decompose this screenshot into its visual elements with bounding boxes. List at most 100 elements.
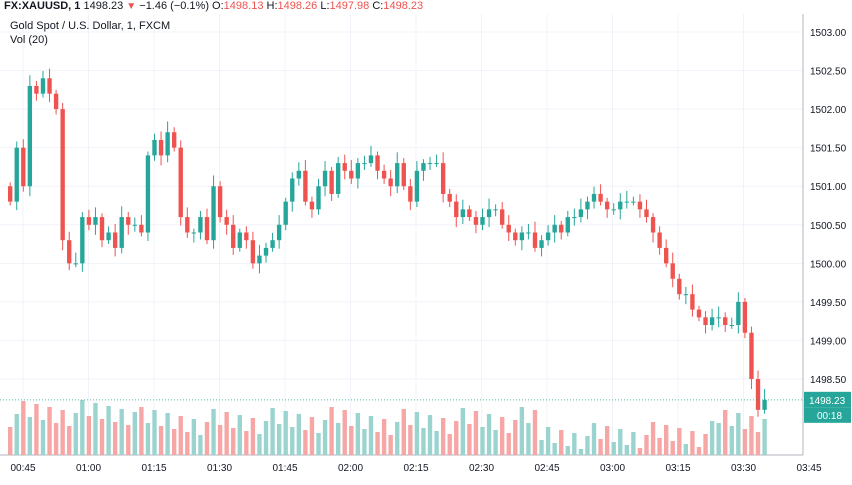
- candle-down: [690, 294, 695, 310]
- volume-bar-up: [191, 419, 197, 455]
- candle-down: [381, 170, 387, 179]
- volume-bar-down: [112, 422, 118, 455]
- volume-bar-down: [375, 432, 380, 455]
- candle-up: [624, 201, 629, 203]
- volume-bar-up: [145, 423, 151, 455]
- volume-bar-down: [342, 410, 347, 455]
- volume-bar-up: [362, 429, 367, 455]
- candle-up: [591, 193, 597, 202]
- volume-bar-up: [736, 413, 741, 455]
- high-value: 1498.26: [277, 0, 318, 12]
- volume-bar-up: [119, 409, 124, 455]
- volume-bar-up: [427, 415, 433, 455]
- candle-up: [729, 325, 734, 327]
- volume-bar-down: [349, 426, 354, 455]
- candle-down: [440, 163, 446, 194]
- candle-down: [598, 193, 603, 202]
- y-tick-label: 1499.00: [810, 336, 847, 347]
- volume-bar-down: [513, 420, 518, 455]
- volume-bar-down: [598, 439, 603, 455]
- candle-down: [67, 240, 72, 264]
- candle-down: [703, 317, 708, 326]
- down-arrow-icon: ▼: [126, 1, 137, 12]
- volume-bar-down: [447, 434, 452, 455]
- volume-bar-down: [99, 419, 105, 455]
- volume-bar-down: [67, 426, 72, 455]
- candle-up: [631, 201, 636, 203]
- volume-bar-down: [178, 416, 183, 455]
- volume-bar-down: [637, 448, 643, 455]
- symbol-label[interactable]: FX:XAUUSD, 1: [4, 0, 81, 12]
- x-tick-label: 02:45: [534, 463, 559, 474]
- volume-bar-down: [60, 410, 65, 455]
- y-tick-label: 1498.50: [810, 375, 847, 386]
- volume-bar-down: [467, 424, 472, 455]
- volume-bar-down: [381, 419, 387, 455]
- candle-down: [677, 278, 682, 295]
- volume-bar-up: [14, 414, 19, 455]
- x-tick-label: 03:00: [600, 463, 625, 474]
- x-tick-label: 01:30: [207, 463, 232, 474]
- volume-bar-down: [8, 427, 13, 455]
- candle-down: [604, 201, 610, 210]
- last-price: 1498.23: [83, 0, 124, 12]
- volume-bar-down: [703, 434, 708, 455]
- y-tick-label: 1501.00: [810, 182, 847, 193]
- price-change: −1.46 (−0.1%): [139, 0, 209, 12]
- candle-down: [559, 224, 564, 233]
- volume-bar-up: [198, 435, 203, 455]
- volume-bar-down: [749, 416, 754, 455]
- volume-bar-up: [322, 420, 328, 455]
- candle-down: [664, 247, 669, 264]
- y-tick-label: 1500.00: [810, 259, 847, 270]
- volume-bar-up: [73, 413, 78, 455]
- volume-bar-up: [93, 403, 98, 455]
- volume-bar-down: [559, 430, 564, 455]
- candle-down: [657, 232, 662, 248]
- volume-bar-up: [729, 426, 734, 455]
- y-tick-label: 1502.00: [810, 105, 847, 116]
- candle-up: [263, 247, 269, 256]
- volume-bar-up: [132, 412, 137, 455]
- volume-bar-down: [158, 426, 164, 455]
- candle-down: [126, 217, 131, 225]
- candle-up: [552, 224, 557, 233]
- volume-bar-up: [395, 422, 400, 455]
- y-tick-label: 1502.50: [810, 67, 847, 78]
- volume-bar-up: [585, 436, 590, 455]
- candle-down: [47, 78, 52, 94]
- candle-up: [283, 201, 288, 225]
- candle-up: [336, 163, 341, 194]
- candle-up: [585, 201, 590, 210]
- candle-down: [447, 193, 452, 202]
- volume-bar-down: [670, 441, 675, 455]
- volume-bar-down: [224, 412, 229, 455]
- volume-bar-up: [336, 423, 341, 455]
- candle-up: [716, 317, 721, 319]
- volume-bar-up: [296, 414, 301, 455]
- candle-up: [539, 240, 544, 248]
- volume-bar-up: [552, 443, 557, 455]
- candle-down: [670, 263, 675, 279]
- volume-bar-down: [388, 435, 393, 455]
- candle-down: [250, 240, 256, 264]
- volume-bar-down: [677, 428, 682, 455]
- y-tick-label: 1503.00: [810, 28, 847, 39]
- candle-down: [158, 139, 164, 156]
- candle-down: [742, 301, 748, 333]
- candle-down: [532, 232, 538, 248]
- volume-study-label[interactable]: Vol (20): [10, 34, 48, 46]
- candle-down: [53, 93, 59, 110]
- candle-down: [454, 201, 459, 218]
- volume-bar-down: [172, 429, 177, 455]
- volume-bar-down: [506, 433, 511, 455]
- last-price-badge: [804, 391, 851, 408]
- volume-bar-up: [165, 413, 170, 455]
- candle-up: [276, 224, 282, 241]
- candle-down: [99, 217, 105, 241]
- volume-bar-up: [283, 411, 288, 455]
- x-tick-label: 01:15: [141, 463, 166, 474]
- candle-up: [211, 186, 216, 241]
- open-label: O:: [212, 0, 224, 12]
